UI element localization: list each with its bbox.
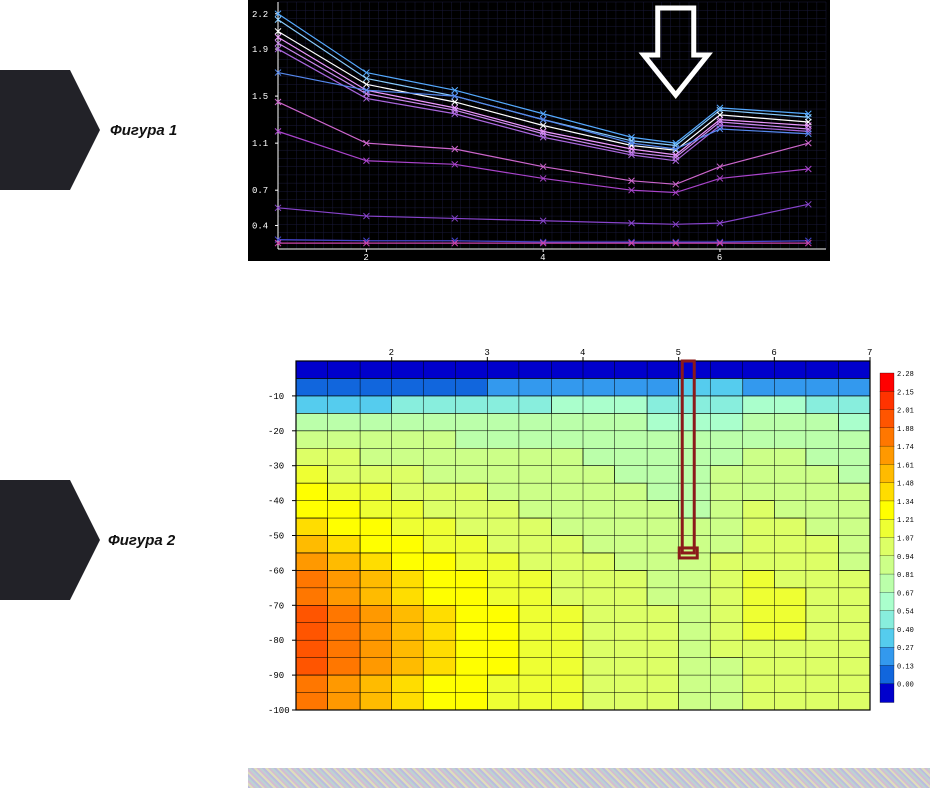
svg-text:-50: -50 [268,532,284,542]
svg-text:2: 2 [363,253,368,261]
svg-text:6: 6 [771,348,776,358]
svg-text:-100: -100 [268,706,290,716]
svg-text:4: 4 [540,253,545,261]
svg-text:0.27: 0.27 [897,645,914,653]
figure2-chart: 2 3 4 5 6 7 -10 -20 -30 -40 -50 -60 -70 -80 -90 -100 2.2… [248,343,930,718]
svg-text:6: 6 [717,253,722,261]
svg-text:3: 3 [484,348,489,358]
svg-text:0.13: 0.13 [897,663,914,671]
svg-text:-80: -80 [268,636,284,646]
svg-text:1.21: 1.21 [897,517,914,525]
svg-text:-90: -90 [268,671,284,681]
svg-text:0.40: 0.40 [897,627,914,635]
svg-text:1.61: 1.61 [897,462,914,470]
svg-text:1.48: 1.48 [897,481,914,489]
svg-text:1.34: 1.34 [897,499,914,507]
svg-text:-20: -20 [268,427,284,437]
svg-text:2: 2 [389,348,394,358]
svg-text:1.74: 1.74 [897,444,914,452]
svg-text:-70: -70 [268,601,284,611]
svg-text:-40: -40 [268,497,284,507]
svg-text:0.4: 0.4 [252,221,268,231]
svg-text:5: 5 [676,348,681,358]
svg-text:0.94: 0.94 [897,554,914,562]
svg-text:-60: -60 [268,566,284,576]
svg-text:1.5: 1.5 [252,92,268,102]
svg-text:1.9: 1.9 [252,45,268,55]
svg-text:2.15: 2.15 [897,389,914,397]
svg-text:0.67: 0.67 [897,590,914,598]
svg-text:2.28: 2.28 [897,371,914,379]
svg-text:1.88: 1.88 [897,426,914,434]
svg-text:0.81: 0.81 [897,572,914,580]
svg-text:4: 4 [580,348,585,358]
hex-marker-1 [0,70,100,190]
svg-text:-10: -10 [268,392,284,402]
svg-text:-30: -30 [268,462,284,472]
figure1-label: Фигура 1 [110,122,177,139]
svg-text:2.2: 2.2 [252,10,268,20]
svg-text:0.54: 0.54 [897,609,914,617]
noise-strip [248,768,930,788]
hex-marker-2 [0,480,100,600]
figure1-chart: 0.4 0.7 1.1 1.5 1.9 2.2 2 4 6 [248,0,830,261]
svg-text:1.07: 1.07 [897,536,914,544]
figure2-label: Фигура 2 [108,532,175,549]
svg-text:0.00: 0.00 [897,682,914,690]
svg-text:1.1: 1.1 [252,139,268,149]
svg-text:0.7: 0.7 [252,186,268,196]
svg-text:2.01: 2.01 [897,408,914,416]
svg-text:7: 7 [867,348,872,358]
